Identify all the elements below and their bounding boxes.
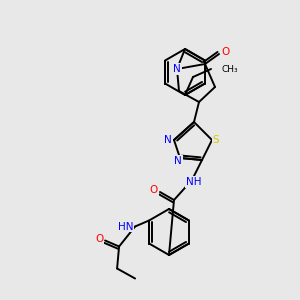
Text: O: O <box>150 185 158 195</box>
Text: O: O <box>95 233 103 244</box>
Text: NH: NH <box>186 177 202 187</box>
Text: N: N <box>164 135 172 145</box>
Text: O: O <box>221 47 229 57</box>
Text: CH₃: CH₃ <box>221 64 238 74</box>
Text: N: N <box>174 156 182 166</box>
Text: S: S <box>213 135 219 145</box>
Text: N: N <box>173 64 181 74</box>
Text: HN: HN <box>118 221 133 232</box>
